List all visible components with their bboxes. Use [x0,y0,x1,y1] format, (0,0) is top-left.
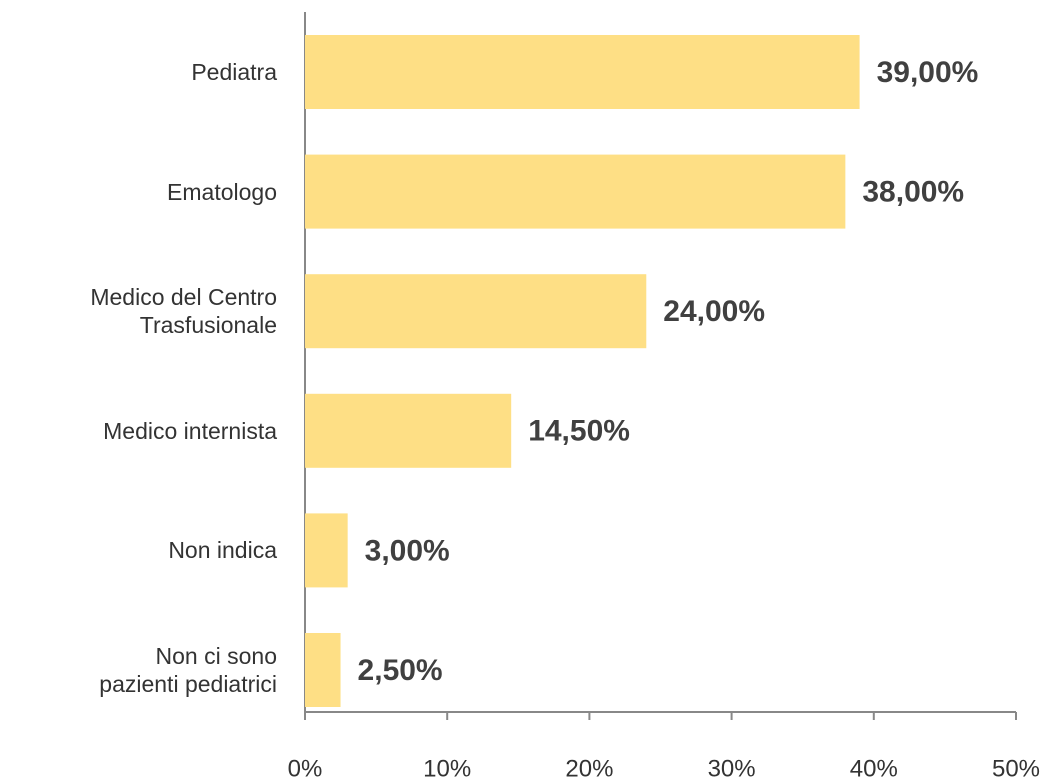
x-tick-label: 20% [565,755,613,782]
value-label: 39,00% [877,56,979,89]
bar [305,154,846,229]
value-label: 38,00% [862,176,964,209]
y-tick-label: Medico internista [103,417,277,444]
y-tick-label: Non ci sono pazienti pediatrici [99,643,277,697]
bar [305,393,512,468]
bar [305,35,860,109]
bar [305,633,341,707]
y-tick-label: Non indica [168,537,277,564]
x-tick-label: 30% [708,755,756,782]
value-label: 14,50% [528,415,630,448]
y-tick-label: Medico del Centro Trasfusionale [90,284,277,339]
x-tick-label: 40% [850,755,898,782]
x-tick-label: 0% [288,755,323,782]
value-label: 3,00% [365,534,450,567]
value-label: 24,00% [663,295,765,328]
bar [305,274,647,349]
y-tick-label: Ematologo [167,178,277,205]
y-tick-label: Pediatra [191,59,277,85]
value-label: 2,50% [358,654,443,687]
bar [305,513,348,588]
x-tick-label: 50% [992,755,1040,782]
x-tick-label: 10% [423,755,471,782]
